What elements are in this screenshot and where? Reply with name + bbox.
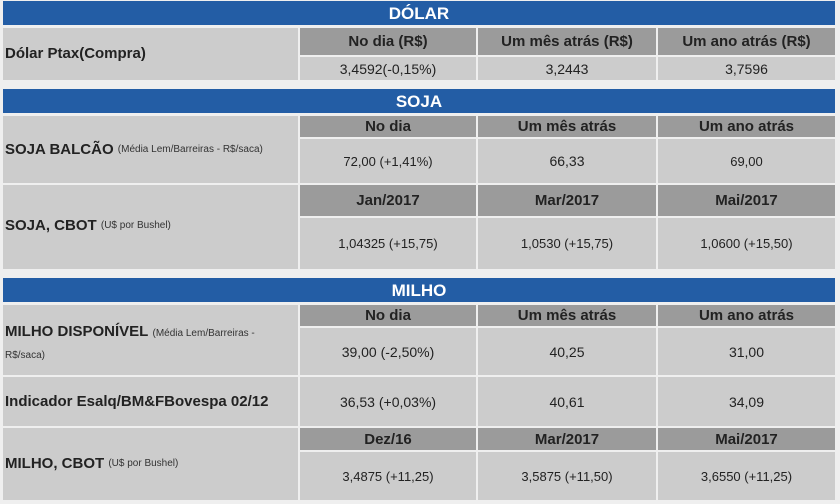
dolar-table: DÓLAR Dólar Ptax(Compra) No dia (R$) Um … [3, 1, 835, 80]
soja-balcao-label: SOJA BALCÃO (Média Lem/Barreiras - R$/sa… [3, 116, 298, 183]
soja-cbot-name: SOJA, CBOT [5, 217, 97, 234]
dolar-ptax-label: Dólar Ptax(Compra) [3, 28, 298, 80]
soja-balcao-unit: (Média Lem/Barreiras - R$/saca) [117, 143, 263, 155]
soja-cbot-header-jan: Jan/2017 [300, 185, 476, 216]
milho-header-um-ano: Um ano atrás [658, 305, 835, 326]
soja-cbot-jan: 1,04325 (+15,75) [300, 218, 476, 269]
milho-cbot-mar: 3,5875 (+11,50) [478, 452, 656, 500]
milho-cbot-header-dez: Dez/16 [300, 428, 476, 450]
soja-title: SOJA [3, 89, 835, 113]
soja-cbot-mai: 1,0600 (+15,50) [658, 218, 835, 269]
dolar-header-um-ano: Um ano atrás (R$) [658, 28, 835, 55]
soja-header-um-mes: Um mês atrás [478, 116, 656, 137]
soja-cbot-unit: (U$ por Bushel) [100, 220, 171, 231]
soja-header-no-dia: No dia [300, 116, 476, 137]
soja-balcao-name: SOJA BALCÃO [5, 140, 114, 158]
milho-table: MILHO MILHO DISPONÍVEL (Média Lem/Barrei… [3, 278, 835, 504]
milho-disponivel-name: MILHO DISPONÍVEL [5, 323, 149, 340]
milho-disponivel-um-ano: 31,00 [658, 328, 835, 375]
milho-esalq-um-ano: 34,09 [658, 377, 835, 426]
soja-header-um-ano: Um ano atrás [658, 116, 835, 137]
soja-cbot-label: SOJA, CBOT (U$ por Bushel) [3, 185, 298, 269]
milho-header-um-mes: Um mês atrás [478, 305, 656, 326]
soja-cbot-header-mar: Mar/2017 [478, 185, 656, 216]
milho-cbot-dez: 3,4875 (+11,25) [300, 452, 476, 500]
milho-disponivel-unit: (Média Lem/Barreiras - R$/saca) [5, 328, 255, 361]
dolar-value-um-mes: 3,2443 [478, 57, 656, 80]
dolar-header-um-mes: Um mês atrás (R$) [478, 28, 656, 55]
milho-disponivel-label: MILHO DISPONÍVEL (Média Lem/Barreiras - … [3, 305, 298, 375]
soja-cbot-mar: 1,0530 (+15,75) [478, 218, 656, 269]
milho-header-no-dia: No dia [300, 305, 476, 326]
soja-balcao-um-mes: 66,33 [478, 139, 656, 183]
milho-cbot-label: MILHO, CBOT (U$ por Bushel) [3, 428, 298, 500]
dolar-value-no-dia: 3,4592(-0,15%) [300, 57, 476, 80]
milho-esalq-label: Indicador Esalq/BM&FBovespa 02/12 [3, 377, 298, 426]
milho-cbot-unit: (U$ por Bushel) [108, 458, 179, 469]
dolar-header-no-dia: No dia (R$) [300, 28, 476, 55]
milho-esalq-no-dia: 36,53 (+0,03%) [300, 377, 476, 426]
milho-title: MILHO [3, 278, 835, 302]
soja-cbot-header-mai: Mai/2017 [658, 185, 835, 216]
milho-cbot-header-mar: Mar/2017 [478, 428, 656, 450]
milho-esalq-um-mes: 40,61 [478, 377, 656, 426]
soja-balcao-no-dia: 72,00 (+1,41%) [300, 139, 476, 183]
milho-cbot-mai: 3,6550 (+11,25) [658, 452, 835, 500]
milho-cbot-header-mai: Mai/2017 [658, 428, 835, 450]
dolar-title: DÓLAR [3, 1, 835, 25]
milho-disponivel-no-dia: 39,00 (-2,50%) [300, 328, 476, 375]
soja-balcao-um-ano: 69,00 [658, 139, 835, 183]
milho-disponivel-um-mes: 40,25 [478, 328, 656, 375]
soja-table: SOJA SOJA BALCÃO (Média Lem/Barreiras - … [3, 89, 835, 269]
dolar-value-um-ano: 3,7596 [658, 57, 835, 80]
milho-cbot-name: MILHO, CBOT [5, 455, 105, 472]
